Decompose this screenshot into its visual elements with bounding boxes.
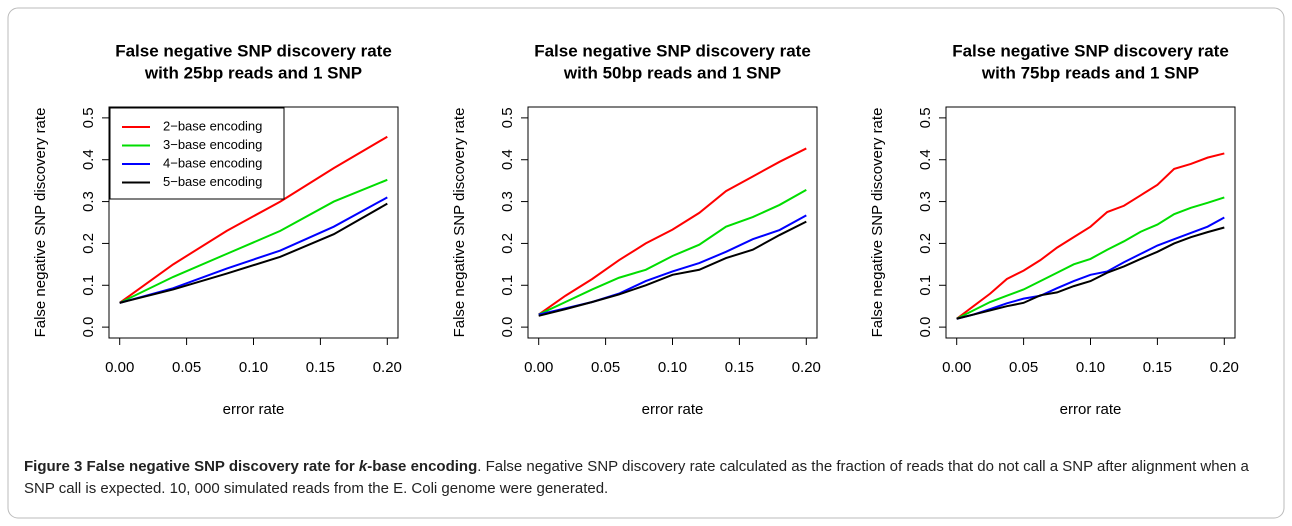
x-tick-label: 0.00 bbox=[942, 359, 971, 376]
x-tick-label: 0.10 bbox=[239, 359, 268, 376]
x-tick-label: 0.15 bbox=[306, 359, 335, 376]
chart-title: with 50bp reads and 1 SNP bbox=[563, 63, 781, 82]
y-tick-label: 0.2 bbox=[917, 233, 934, 254]
series-line bbox=[538, 147, 807, 316]
caption-label: Figure 3 bbox=[24, 458, 83, 475]
y-tick-label: 0.2 bbox=[499, 233, 516, 254]
caption-text: . False negative SNP discovery rate calc… bbox=[24, 458, 1249, 497]
x-tick-label: 0.20 bbox=[373, 359, 402, 376]
x-tick-label: 0.05 bbox=[172, 359, 201, 376]
series-line bbox=[119, 135, 388, 304]
caption-title-part: -base encoding bbox=[367, 458, 478, 475]
y-tick-label: 0.0 bbox=[80, 317, 97, 338]
y-tick-label: 0.5 bbox=[917, 107, 934, 128]
series-line bbox=[956, 152, 1225, 320]
caption: Figure 3 False negative SNP discovery ra… bbox=[24, 456, 1274, 500]
frame bbox=[7, 7, 1285, 519]
chart-title: with 75bp reads and 1 SNP bbox=[981, 63, 1199, 82]
y-tick-label: 0.3 bbox=[917, 191, 934, 212]
series-line bbox=[119, 178, 388, 304]
x-tick-label: 0.10 bbox=[1076, 359, 1105, 376]
legend-label: 5−base encoding bbox=[163, 174, 262, 189]
y-tick-label: 0.4 bbox=[499, 149, 516, 170]
x-tick-label: 0.05 bbox=[1009, 359, 1038, 376]
y-tick-label: 0.4 bbox=[80, 149, 97, 170]
chart-title: False negative SNP discovery rate bbox=[952, 41, 1229, 60]
x-axis-label: error rate bbox=[642, 401, 704, 418]
series-line bbox=[956, 226, 1225, 320]
legend-label: 2−base encoding bbox=[163, 118, 262, 133]
x-tick-label: 0.05 bbox=[591, 359, 620, 376]
y-axis-label: False negative SNP discovery rate bbox=[451, 108, 468, 338]
y-tick-label: 0.3 bbox=[80, 191, 97, 212]
x-tick-label: 0.00 bbox=[524, 359, 553, 376]
chart-title: False negative SNP discovery rate bbox=[534, 41, 811, 60]
caption-title-part: False negative SNP discovery rate for bbox=[86, 458, 359, 475]
x-tick-label: 0.20 bbox=[792, 359, 821, 376]
y-tick-label: 0.2 bbox=[80, 233, 97, 254]
legend-label: 4−base encoding bbox=[163, 155, 262, 170]
y-axis-label: False negative SNP discovery rate bbox=[32, 108, 49, 338]
plot-box bbox=[527, 106, 818, 339]
series-line bbox=[956, 196, 1225, 320]
series-line bbox=[538, 188, 807, 316]
x-tick-label: 0.15 bbox=[1143, 359, 1172, 376]
x-tick-label: 0.10 bbox=[658, 359, 687, 376]
y-tick-label: 0.5 bbox=[80, 107, 97, 128]
y-tick-label: 0.0 bbox=[917, 317, 934, 338]
x-tick-label: 0.20 bbox=[1210, 359, 1239, 376]
caption-title-part: k bbox=[358, 458, 368, 475]
x-tick-label: 0.00 bbox=[105, 359, 134, 376]
series-line bbox=[956, 216, 1225, 320]
y-tick-label: 0.3 bbox=[499, 191, 516, 212]
series-line bbox=[119, 196, 388, 304]
y-tick-label: 0.1 bbox=[917, 275, 934, 296]
y-tick-label: 0.5 bbox=[499, 107, 516, 128]
legend-box bbox=[109, 107, 285, 200]
legend-label: 3−base encoding bbox=[163, 137, 262, 152]
x-tick-label: 0.15 bbox=[725, 359, 754, 376]
x-axis-label: error rate bbox=[223, 401, 285, 418]
y-tick-label: 0.1 bbox=[499, 275, 516, 296]
y-tick-label: 0.1 bbox=[80, 275, 97, 296]
chart-title: False negative SNP discovery rate bbox=[115, 41, 392, 60]
series-line bbox=[538, 220, 807, 317]
y-tick-label: 0.4 bbox=[917, 149, 934, 170]
x-axis-label: error rate bbox=[1060, 401, 1122, 418]
caption-title: False negative SNP discovery rate for k-… bbox=[87, 458, 478, 475]
series-line bbox=[119, 202, 388, 304]
y-axis-label: False negative SNP discovery rate bbox=[869, 108, 886, 338]
y-tick-label: 0.0 bbox=[499, 317, 516, 338]
chart-title: with 25bp reads and 1 SNP bbox=[144, 63, 362, 82]
